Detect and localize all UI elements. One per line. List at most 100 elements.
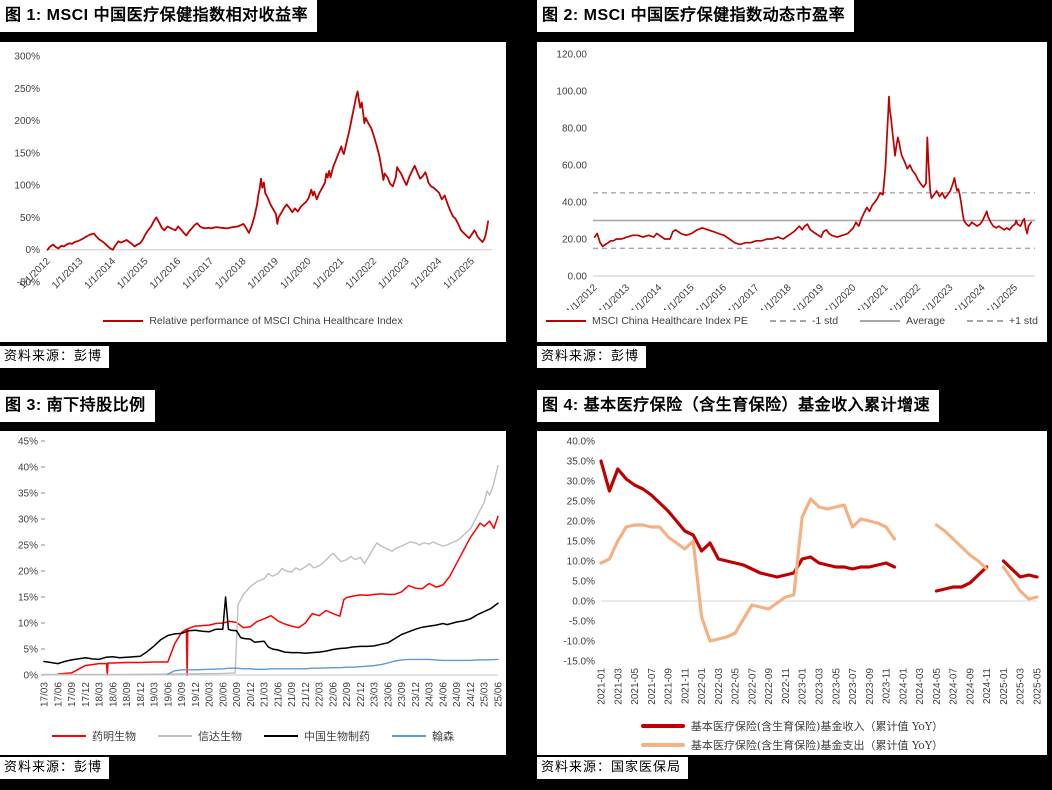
x-tick-label: 1/1/2019 [791,282,827,310]
x-tick-label: 2025-03 [1016,668,1027,705]
x-tick-label: 24/12 [466,682,477,707]
x-tick-label: 22/06 [328,682,339,707]
x-tick-label: 1/1/2013 [50,256,86,292]
x-tick-label: 18/06 [108,682,119,707]
chart-svg: 40.0% 35.0% 30.0% 25.0% 20.0% 15.0% 10.0% 5.0% 0… [563,437,1044,705]
legend-line-swatch [103,320,144,322]
x-tick-label: 1/1/2018 [758,282,794,310]
series-line [599,497,897,643]
legend-line-swatch [860,320,901,322]
chart1-panel: 300% 250% 200% 150% 100% 50% 0% -50% 1/1/2012 1/1… [0,42,506,342]
y-tick-label: 0.00 [568,272,588,283]
legend-line-swatch [264,735,298,737]
series-line [1001,565,1039,601]
y-tick-label: 50% [20,213,40,224]
legend-item: 药明生物 [52,728,136,744]
series-line [1001,559,1039,579]
series-line [934,565,989,593]
y-tick-label: 40% [18,463,38,474]
series-line [57,515,499,676]
chart4-title-rule [537,423,1047,430]
x-tick-label: 17/09 [67,682,78,707]
x-tick-label: 2024-09 [965,668,976,705]
x-tick-label: 2023-05 [831,668,842,705]
x-tick-label: 20/12 [246,682,257,707]
y-tick-label: 0% [26,245,41,256]
x-tick-label: 2023-01 [798,668,809,705]
legend-item: 基本医疗保险(含生育保险)基金支出（累计值 YoY） [640,737,943,753]
x-tick-label: 1/1/2016 [148,256,184,292]
x-tick-label: 1/1/2014 [629,282,665,310]
y-tick-label: 10.0% [567,557,595,568]
x-axis-labels: 2021-01 2021-03 2021-05 2021-07 2021-09 2021-… [597,668,1044,705]
chart1-plot: 300% 250% 200% 150% 100% 50% 0% -50% 1/1/2012 1/1… [0,42,506,315]
legend-line-swatch [546,320,587,322]
x-tick-label: 2024-03 [915,668,926,705]
x-tick-label: 2022-03 [714,668,725,705]
x-tick-label: 2021-05 [630,668,641,705]
legend-item: 信达生物 [158,728,242,744]
x-tick-label: 19/12 [191,682,202,707]
x-tick-label: 1/1/2014 [83,256,119,292]
legend-label: MSCI China Healthcare Index PE [592,315,748,327]
x-tick-label: 17/12 [81,682,92,707]
chart1-title: 图 1: MSCI 中国医疗保健指数相对收益率 [0,0,318,32]
x-tick-label: 2023-03 [815,668,826,705]
series-line [43,596,499,665]
x-tick-label: 1/1/2017 [181,256,217,292]
y-tick-label: 60.00 [562,161,587,172]
y-tick-label: -10.0% [563,637,595,648]
y-tick-label: 45% [18,437,38,448]
x-tick-label: 25/06 [494,682,505,707]
legend-label: Relative performance of MSCI China Healt… [149,315,403,327]
legend-label: 基本医疗保险(含生育保险)基金收入（累计值 YoY） [690,720,944,733]
y-tick-label: 15.0% [567,537,595,548]
x-tick-label: 21/06 [273,682,284,707]
x-tick-label: 23/06 [383,682,394,707]
x-tick-label: 2024-01 [898,668,909,705]
x-tick-label: 2023-09 [865,668,876,705]
x-tick-label: 18/12 [136,682,147,707]
x-tick-label: 19/09 [177,682,188,707]
series-line [934,523,989,571]
x-tick-label: 1/1/2022 [888,282,924,310]
series-line [46,90,489,251]
x-tick-label: 23/12 [411,682,422,707]
legend-line-swatch [640,724,685,728]
series-line [167,658,499,675]
y-tick-label: 35.0% [567,457,595,468]
x-tick-label: 1/1/2023 [920,282,956,310]
y-tick-label: 120.00 [556,50,587,61]
x-tick-label: 1/1/2015 [661,282,697,310]
legend-label: 药明生物 [92,730,136,743]
legend-line-swatch [640,743,685,747]
x-tick-label: 1/1/2019 [246,256,282,292]
legend-item: +1 std [967,315,1038,327]
x-axis-labels: 1/1/20121/1/20131/1/20141/1/20151/1/2016… [17,256,477,292]
x-tick-label: 1/1/2025 [442,256,478,292]
x-tick-label: 1/1/2020 [278,256,314,292]
x-axis-labels: 1/1/20121/1/20131/1/20141/1/20151/1/2016… [564,282,1021,318]
y-tick-label: 40.0% [567,437,595,448]
x-tick-label: 1/1/2025 [985,282,1021,310]
x-tick-label: 2021-03 [613,668,624,705]
y-tick-label: 35% [18,489,38,500]
x-tick-label: 19/03 [150,682,161,707]
chart2-title: 图 2: MSCI 中国医疗保健指数动态市盈率 [537,0,855,32]
y-axis-labels: 45% 40% 35% 30% 25% 20% 15% 10% 5% 0% [18,437,45,682]
legend-line-swatch [158,735,192,737]
x-axis-labels: 17/03 17/06 17/09 17/12 18/03 18/06 18/09 18/12… [40,682,505,707]
x-tick-label: 25/03 [480,682,491,707]
y-tick-label: -5.0% [569,617,595,628]
legend-label: Average [906,315,946,327]
x-tick-label: 2024-07 [949,668,960,705]
chart3-panel: 45% 40% 35% 30% 25% 20% 15% 10% 5% 0% 17/03 17/06 17… [0,431,506,755]
y-tick-label: -15.0% [563,657,595,668]
x-tick-label: 24/09 [452,682,463,707]
y-axis-labels: 300% 250% 200% 150% 100% 50% 0% -50% [14,52,40,289]
y-tick-label: 25.0% [567,497,595,508]
x-tick-label: 1/1/2015 [115,256,151,292]
x-tick-label: 2021-01 [597,668,608,705]
x-tick-label: 21/03 [260,682,271,707]
x-tick-label: 1/1/2020 [823,282,859,310]
